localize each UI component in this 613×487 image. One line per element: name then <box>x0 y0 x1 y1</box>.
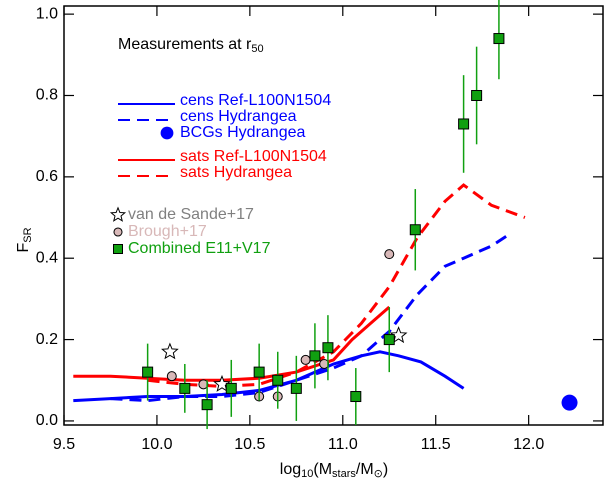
y-tick-label: 0.4 <box>36 249 58 266</box>
brough-point <box>384 249 395 260</box>
y-tick-label: 1.0 <box>36 5 58 22</box>
x-tick-label: 11.5 <box>421 436 451 453</box>
x-axis-label: log10(Mstars/M⊙) <box>280 461 388 480</box>
legend-marker <box>109 206 127 222</box>
x-tick-label: 10.5 <box>234 436 265 453</box>
legend-label: sats Hydrangea <box>180 164 292 181</box>
combined-point <box>253 366 265 378</box>
combined-point <box>458 118 470 130</box>
y-tick-label: 0.6 <box>36 168 58 185</box>
x-tick-label: 10.0 <box>141 436 172 453</box>
combined-point <box>225 382 237 394</box>
y-tick-label: 0.2 <box>36 331 58 348</box>
legend-marker <box>160 126 174 140</box>
brough-point <box>300 354 311 365</box>
brough-point <box>198 379 209 390</box>
x-axis-label-part: 10 <box>301 468 313 480</box>
x-tick-label: 9.5 <box>53 436 75 453</box>
legend-marker <box>113 227 123 237</box>
series-line <box>147 183 526 388</box>
y-axis-label: FSR <box>15 227 34 252</box>
legend-label: Brough+17 <box>128 223 207 240</box>
annotation-part: 50 <box>251 43 263 55</box>
combined-point <box>322 342 334 354</box>
x-tick-label: 11.0 <box>328 436 358 453</box>
star-point <box>213 374 231 392</box>
combined-point <box>409 224 421 236</box>
series-line <box>110 232 511 403</box>
x-axis-label-part: stars <box>332 468 356 480</box>
annotation: Measurements at r50 <box>118 36 264 55</box>
legend-marker <box>113 244 123 254</box>
legend-label: cens Ref-L100N1504 <box>180 92 331 109</box>
annotation-part: Measurements at r <box>118 36 252 53</box>
combined-point <box>493 33 505 45</box>
plot-frame <box>63 5 604 426</box>
combined-point <box>201 399 213 411</box>
x-axis-label-part: (M <box>313 461 332 478</box>
x-axis-label-part: /M <box>356 461 374 478</box>
y-axis-label-part: SR <box>22 227 34 242</box>
y-tick-label: 0.8 <box>36 87 58 104</box>
x-axis-label-part: ⊙ <box>374 468 383 480</box>
brough-point <box>166 371 177 382</box>
legend-label: cens Hydrangea <box>180 108 297 125</box>
combined-point <box>179 382 191 394</box>
y-tick-label: 0.0 <box>36 412 58 429</box>
legend-label: BCGs Hydrangea <box>180 124 305 141</box>
bcg-point <box>561 394 578 411</box>
combined-point <box>290 382 302 394</box>
combined-point <box>142 366 154 378</box>
legend-label: sats Ref-L100N1504 <box>180 148 327 165</box>
combined-point <box>272 374 284 386</box>
y-axis-label-part: F <box>15 243 32 253</box>
star-point <box>161 342 179 360</box>
star-point <box>389 326 408 344</box>
combined-point <box>309 350 321 362</box>
x-axis-label-part: ) <box>383 461 388 478</box>
brough-point <box>319 358 330 369</box>
legend-label: Combined E11+V17 <box>128 240 271 257</box>
combined-point <box>350 391 362 403</box>
x-axis-label-part: log <box>280 461 301 478</box>
legend-label: van de Sande+17 <box>128 206 254 223</box>
combined-point <box>471 89 483 101</box>
x-tick-label: 12.0 <box>513 436 544 453</box>
combined-point <box>383 334 395 346</box>
